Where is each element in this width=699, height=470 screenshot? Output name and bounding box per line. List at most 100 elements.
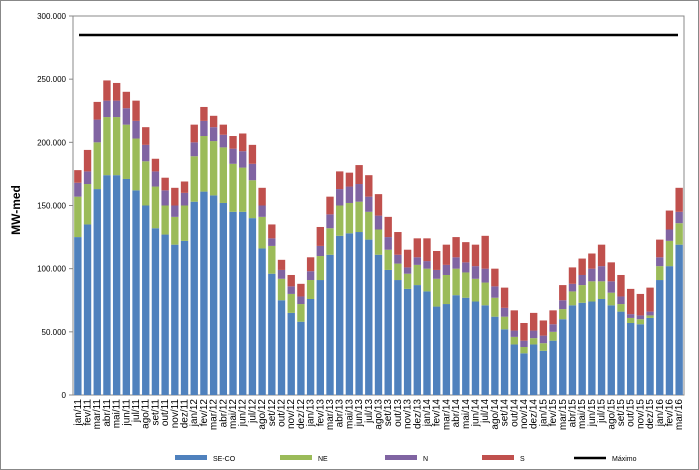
bar-segment: [180, 205, 189, 241]
bar-segment: [500, 307, 509, 317]
bar-segment: [83, 171, 92, 185]
y-tick-label: 50.000: [42, 328, 67, 337]
bar-segment: [161, 205, 169, 235]
x-tick-label: jan/14: [422, 399, 433, 428]
bar-segment: [268, 245, 276, 274]
bar-segment: [277, 278, 286, 301]
bar-segment: [607, 292, 615, 306]
bar-segment: [83, 224, 92, 395]
bar-segment: [151, 186, 160, 229]
bar-segment: [626, 314, 635, 318]
bar-segment: [462, 242, 470, 263]
legend-swatch: [385, 455, 417, 460]
bar-segment: [462, 262, 470, 273]
bar-segment: [345, 233, 354, 395]
bar-segment: [180, 181, 189, 193]
x-tick-label: mai/12: [228, 399, 239, 429]
bar-segment: [316, 280, 324, 395]
x-tick-label: abr/11: [102, 399, 113, 427]
bar-segment: [287, 293, 295, 313]
bar-segment: [539, 350, 548, 395]
bar-segment: [190, 156, 198, 202]
bar-segment: [510, 330, 518, 337]
bar-segment: [326, 214, 334, 229]
bar-segment: [520, 322, 528, 341]
x-tick-label: jan/15: [538, 399, 549, 428]
x-tick-label: set/14: [500, 399, 511, 427]
bar-segment: [268, 238, 276, 246]
bar-segment: [112, 100, 121, 118]
bar-segment: [559, 300, 567, 310]
bar-segment: [142, 161, 150, 206]
x-tick-label: abr/12: [218, 399, 229, 428]
bar-segment: [665, 210, 674, 230]
legend-swatch: [175, 455, 207, 460]
x-tick-label: dez/12: [296, 399, 307, 429]
x-tick-label: fev/11: [83, 399, 94, 426]
bar-segment: [258, 187, 266, 206]
bar-segment: [394, 232, 402, 255]
x-tick-label: mai/11: [112, 399, 123, 429]
bar-segment: [433, 278, 441, 307]
bar-segment: [568, 291, 577, 306]
bar-segment: [239, 211, 247, 395]
x-tick-label: dez/13: [412, 399, 423, 429]
bar-segment: [287, 274, 295, 287]
bar-segment: [500, 316, 509, 330]
y-axis-label: MW-med: [9, 185, 23, 235]
bar-segment: [452, 257, 460, 269]
x-tick-label: jan/13: [306, 399, 317, 428]
bar-segment: [442, 274, 451, 305]
bar-segment: [112, 82, 121, 101]
bar-segment: [675, 244, 683, 395]
bar-segment: [336, 171, 344, 190]
bar-segment: [306, 271, 315, 281]
bar-segment: [413, 238, 421, 258]
bar-segment: [326, 228, 334, 255]
bar-segment: [656, 266, 664, 281]
bar-segment: [588, 281, 596, 302]
bar-segment: [74, 182, 82, 197]
x-tick-label: nov/11: [170, 399, 181, 429]
bar-segment: [656, 239, 664, 258]
bar-segment: [481, 235, 489, 269]
bar-segment: [481, 305, 489, 395]
bar-segment: [520, 346, 528, 354]
bar-segment: [491, 268, 499, 287]
x-tick-label: mai/13: [344, 399, 355, 429]
bar-segment: [161, 234, 169, 395]
bar-segment: [93, 142, 101, 190]
bar-segment: [665, 266, 674, 395]
bar-segment: [452, 237, 460, 258]
bar-segment: [171, 216, 179, 245]
bar-segment: [597, 298, 606, 395]
bar-segment: [568, 267, 577, 284]
bar-segment: [345, 186, 354, 203]
bar-segment: [646, 311, 654, 316]
x-tick-label: set/12: [267, 399, 278, 427]
bar-segment: [588, 268, 596, 282]
bar-segment: [491, 316, 499, 395]
bar-segment: [345, 172, 354, 187]
x-tick-label: mar/12: [209, 399, 220, 431]
bar-segment: [384, 269, 392, 395]
bar-segment: [568, 305, 577, 395]
bar-segment: [433, 306, 441, 395]
bar-segment: [355, 201, 363, 233]
bar-segment: [578, 285, 586, 303]
bar-segment: [239, 151, 247, 168]
x-tick-label: mar/11: [92, 399, 103, 430]
x-tick-label: set/15: [616, 399, 627, 427]
bar-segment: [103, 100, 111, 118]
bar-segment: [491, 286, 499, 298]
legend-label: Máximo: [612, 456, 637, 463]
bar-segment: [93, 101, 101, 120]
bar-segment: [190, 142, 198, 157]
x-tick-label: set/11: [150, 399, 161, 426]
x-tick-label: jun/11: [121, 399, 132, 427]
bar-segment: [142, 127, 150, 145]
bar-segment: [675, 211, 683, 224]
x-tick-label: nov/12: [286, 399, 297, 429]
bar-segment: [433, 269, 441, 279]
x-tick-label: mar/16: [674, 399, 685, 431]
